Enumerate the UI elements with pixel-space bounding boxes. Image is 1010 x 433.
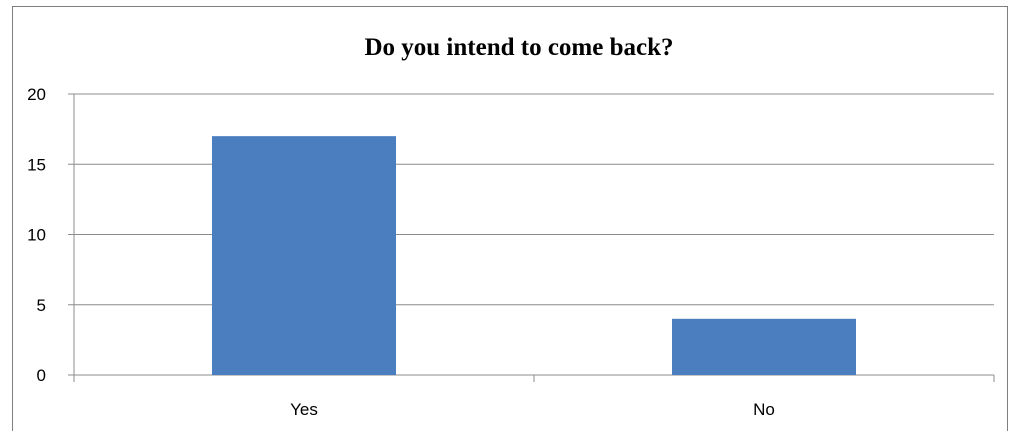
x-category-label: Yes <box>290 400 318 419</box>
y-axis-ticks: 0 5 10 15 20 <box>27 85 46 385</box>
y-tick-label: 5 <box>37 296 46 315</box>
y-tick-label: 10 <box>27 226 46 245</box>
chart-title: Do you intend to come back? <box>364 34 673 61</box>
bar-no <box>672 318 856 375</box>
y-tick-label: 0 <box>37 366 46 385</box>
x-category-label: No <box>753 400 775 419</box>
bars <box>212 136 856 375</box>
bar-yes <box>212 136 396 375</box>
y-tick-label: 20 <box>27 85 46 104</box>
chart-frame <box>12 6 1008 431</box>
y-tick-label: 15 <box>27 155 46 174</box>
x-axis: Yes No <box>73 94 995 419</box>
